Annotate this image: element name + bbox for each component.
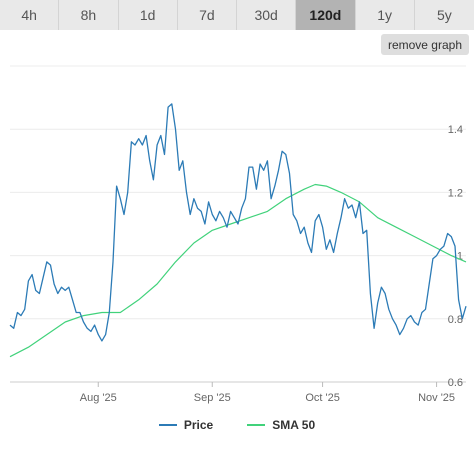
x-tick-label: Aug '25 bbox=[80, 392, 117, 404]
series-line-sma-50 bbox=[9, 183, 467, 358]
y-axis-labels: 0.6 0.8 1 1.2 1.4 bbox=[448, 124, 463, 389]
legend-swatch-sma-50 bbox=[247, 424, 266, 426]
series-lines bbox=[9, 103, 467, 358]
y-tick-label: 1 bbox=[457, 251, 463, 263]
tab-4h[interactable]: 4h bbox=[0, 0, 60, 30]
x-axis: Aug '25 Sep '25 Oct '25 Nov '25 bbox=[80, 382, 455, 404]
legend-swatch-price bbox=[158, 424, 177, 426]
legend-item-sma-50[interactable]: SMA 50 bbox=[247, 418, 315, 432]
legend-item-price[interactable]: Price bbox=[158, 418, 214, 432]
y-tick-label: 1.2 bbox=[448, 187, 463, 199]
time-range-tabs: 4h 8h 1d 7d 30d 120d 1y 5y bbox=[0, 0, 474, 30]
tab-5y[interactable]: 5y bbox=[414, 0, 474, 30]
tab-8h[interactable]: 8h bbox=[59, 0, 119, 30]
series-line-price bbox=[9, 103, 467, 342]
y-tick-label: 0.6 bbox=[448, 377, 463, 389]
tab-7d[interactable]: 7d bbox=[177, 0, 237, 30]
legend: Price SMA 50 bbox=[0, 418, 474, 432]
tab-30d[interactable]: 30d bbox=[237, 0, 297, 30]
tab-1d[interactable]: 1d bbox=[118, 0, 178, 30]
remove-graph-button[interactable]: remove graph bbox=[380, 34, 469, 55]
x-tick-label: Nov '25 bbox=[418, 392, 455, 404]
y-tick-label: 1.4 bbox=[448, 124, 463, 136]
legend-label-price: Price bbox=[183, 418, 214, 432]
y-tick-label: 0.8 bbox=[448, 314, 463, 326]
x-tick-label: Sep '25 bbox=[194, 392, 231, 404]
x-tick-label: Oct '25 bbox=[305, 392, 340, 404]
grid-lines bbox=[10, 65, 466, 383]
price-chart: 0.6 0.8 1 1.2 1.4 Aug '25 Sep '25 Oct '25 Nov '… bbox=[9, 65, 467, 404]
legend-label-sma-50: SMA 50 bbox=[272, 418, 316, 432]
tab-120d[interactable]: 120d bbox=[296, 0, 356, 30]
tab-1y[interactable]: 1y bbox=[355, 0, 415, 30]
